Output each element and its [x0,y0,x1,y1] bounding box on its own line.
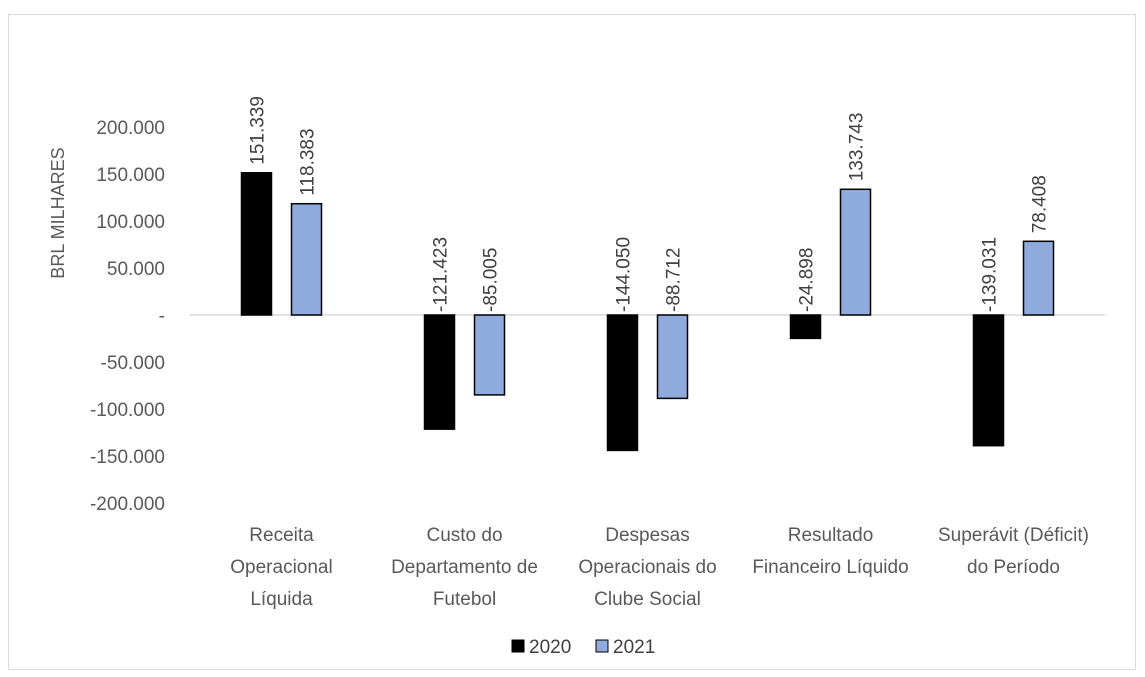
category-label: Receita [249,525,314,546]
y-tick-label: 150.000 [96,165,165,186]
y-tick-label: -100.000 [90,400,165,421]
chart-frame [8,14,1136,670]
y-tick-label: 100.000 [96,212,165,233]
data-label: 78.408 [1030,175,1051,233]
y-tick-label: - [159,306,165,327]
category-label: Custo do [426,525,502,546]
bar-2021[interactable] [1022,240,1055,316]
bar-2020[interactable] [972,314,1005,447]
category-label: Superávit (Déficit) [938,525,1089,546]
bar-2021[interactable] [473,314,506,396]
y-tick-label: 50.000 [107,259,165,280]
data-label: 133.743 [847,113,868,182]
bar-2021[interactable] [290,202,323,316]
bar-2020[interactable] [240,171,273,316]
category-label: Operacional [230,557,332,578]
category-label: Resultado [788,525,874,546]
y-tick-label: -50.000 [101,353,165,374]
category-label: do Período [967,557,1060,578]
data-label: -24.898 [797,248,818,312]
data-label: -88.712 [664,248,685,312]
y-tick-label: -200.000 [90,494,165,515]
data-label: -121.423 [431,237,452,312]
data-label: -85.005 [481,248,502,312]
bar-2020[interactable] [789,314,822,340]
legend-swatch-2020 [511,639,525,653]
data-label: 151.339 [248,96,269,165]
bar-2020[interactable] [606,314,639,452]
bar-2021[interactable] [839,188,872,316]
bar-2021[interactable] [656,314,689,400]
legend-swatch-2021 [595,639,609,653]
bar-2020[interactable] [423,314,456,430]
category-label: Despesas [605,525,690,546]
legend-label: 2021 [613,637,655,658]
legend-label: 2020 [529,637,571,658]
data-label: 118.383 [298,128,319,195]
data-label: -139.031 [980,237,1001,312]
data-label: -144.050 [614,237,635,312]
category-label: Departamento de [391,557,538,578]
y-tick-label: 200.000 [96,118,165,139]
category-label: Futebol [433,589,496,610]
y-tick-label: -150.000 [90,447,165,468]
category-label: Financeiro Líquido [752,557,908,578]
category-label: Operacionais do [578,557,716,578]
category-label: Clube Social [594,589,701,610]
category-label: Líquida [250,589,313,610]
y-axis-title: BRL MILHARES [48,147,68,278]
